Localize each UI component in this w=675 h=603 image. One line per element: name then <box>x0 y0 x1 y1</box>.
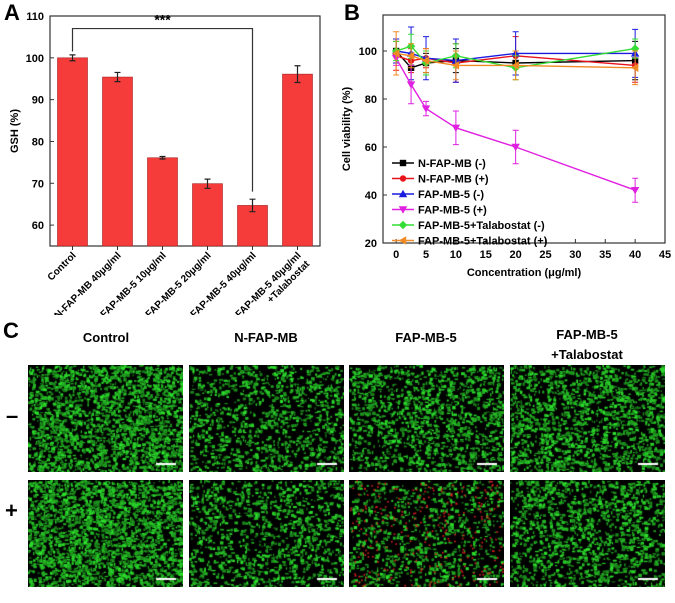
micrograph-minus-3 <box>510 365 665 472</box>
micrograph-minus-1 <box>189 365 344 472</box>
data-point <box>451 124 461 132</box>
micrograph-plus-0 <box>28 480 183 587</box>
data-point <box>511 143 520 152</box>
y-tick-label: 100 <box>359 46 377 58</box>
x-tick-label: 40 <box>629 249 641 261</box>
x-tick-label: 20 <box>510 249 522 261</box>
column-header-control: Control <box>28 330 184 345</box>
data-point <box>511 61 519 70</box>
micrograph-plus-2 <box>349 480 504 587</box>
y-tick-label: 110 <box>26 11 44 23</box>
legend-label: FAP-MB-5 (-) <box>418 189 484 201</box>
column-header-text: Control <box>82 330 130 345</box>
x-tick-label: 0 <box>393 249 399 261</box>
error-bar <box>249 198 256 213</box>
legend-marker <box>398 206 408 214</box>
micrograph-minus-2 <box>349 365 504 472</box>
significance-bracket <box>71 27 254 192</box>
column-header-text: FAP-MB-5 <box>556 327 618 342</box>
x-tick-label: 25 <box>539 249 551 261</box>
legend-label: N-FAP-MB (+) <box>418 174 489 186</box>
panel-label-b: B <box>344 0 360 25</box>
micrograph-minus-0 <box>28 365 183 472</box>
y-tick-label: 70 <box>32 178 44 190</box>
x-tick-label: 5 <box>423 249 429 261</box>
micrograph-plus-3 <box>510 480 665 587</box>
column-header-text: FAP-MB-5 <box>395 330 457 345</box>
error-bar <box>159 155 166 160</box>
x-tick-label: 15 <box>480 249 492 261</box>
column-header-fap-mb-5: FAP-MB-5 <box>348 330 504 345</box>
error-bar <box>114 71 121 83</box>
x-tick-label: 10 <box>450 249 462 261</box>
significance-label: *** <box>154 11 171 27</box>
data-point <box>421 56 430 65</box>
bar <box>282 73 313 247</box>
row-label-plus: + <box>5 498 18 523</box>
legend-marker <box>398 236 407 245</box>
micrograph-plus-1 <box>189 480 344 587</box>
x-tick-label: Control <box>46 250 79 283</box>
legend-marker <box>398 189 408 198</box>
x-tick-label: 45 <box>659 249 671 261</box>
y-axis-label: GSH (%) <box>9 109 21 153</box>
bar <box>102 76 133 247</box>
plot-frame <box>49 15 321 247</box>
legend-marker <box>399 175 407 182</box>
error-bar <box>204 178 211 189</box>
x-tick-label: 30 <box>569 249 581 261</box>
series-3 <box>391 50 640 203</box>
column-header-text: N-FAP-MB <box>234 330 298 345</box>
data-point <box>451 61 460 70</box>
cell-viability-line-chart: 20 40 60 80 100 0 5 10 15 20 25 30 35 40 45 Concentrati… <box>341 14 671 279</box>
column-header-fap-mb-5-talabostat: FAP-MB-5 +Talabostat <box>509 325 665 365</box>
data-point <box>391 49 400 58</box>
data-point <box>406 51 415 60</box>
plot-frame <box>382 14 666 244</box>
column-header-text: +Talabostat <box>551 347 623 362</box>
y-tick-label: 100 <box>26 53 44 65</box>
x-axis-label: Concentration (μg/ml) <box>467 267 582 279</box>
series-line <box>395 57 636 191</box>
y-tick-label: 90 <box>32 95 44 107</box>
y-tick-label: 40 <box>365 190 377 202</box>
error-bar <box>69 54 76 62</box>
column-header-n-fap-mb: N-FAP-MB <box>188 330 344 345</box>
bar <box>57 57 88 247</box>
data-point <box>406 81 416 89</box>
legend-label: FAP-MB-5+Talabostat (+) <box>418 236 548 248</box>
y-tick-label: 60 <box>365 142 377 154</box>
y-tick-label: 20 <box>365 238 377 250</box>
legend-label: N-FAP-MB (-) <box>418 158 486 170</box>
y-tick-label: 60 <box>32 220 44 232</box>
x-tick-label: 35 <box>599 249 611 261</box>
y-tick-label: 80 <box>32 136 44 148</box>
series-5 <box>391 31 639 86</box>
legend-label: FAP-MB-5 (+) <box>418 205 487 217</box>
error-bar <box>294 65 301 84</box>
y-tick-label: 80 <box>365 94 377 106</box>
x-tick-label-line: Control <box>46 250 79 283</box>
panel-label-a: A <box>4 0 20 25</box>
legend-label: FAP-MB-5+Talabostat (-) <box>418 220 545 232</box>
row-label-minus: – <box>6 403 19 428</box>
data-point <box>421 105 431 113</box>
data-point <box>630 187 640 195</box>
legend-marker <box>399 159 407 167</box>
data-point <box>630 63 639 72</box>
y-axis-label: Cell viability (%) <box>341 86 353 171</box>
legend-marker <box>398 220 408 230</box>
bar <box>192 183 223 247</box>
panel-label-c: C <box>3 318 19 343</box>
bar <box>147 157 178 247</box>
